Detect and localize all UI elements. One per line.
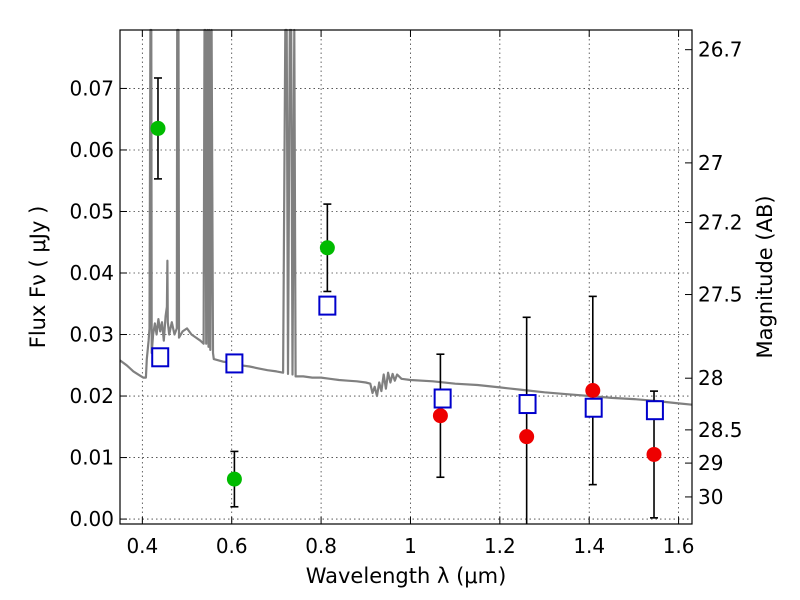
right-axis-title: Magnitude (AB) (753, 195, 777, 358)
x-tick-label: 1.6 (663, 534, 695, 558)
y-axis-title: Flux Fν ( μJy ) (26, 206, 50, 349)
model-photometry-square (225, 353, 244, 374)
y-tick-label: 0.00 (69, 507, 114, 531)
grid (120, 30, 692, 524)
y-tick-label: 0.01 (69, 446, 114, 470)
x-tick-label: 1.2 (484, 534, 516, 558)
model-photometry-square (318, 295, 337, 316)
y-tick-label: 0.07 (69, 76, 114, 100)
x-tick-label: 1 (404, 534, 417, 558)
right-tick-label: 30 (698, 485, 723, 509)
y-tick-label: 0.04 (69, 261, 114, 285)
plot-frame (119, 29, 693, 525)
data-point (150, 120, 166, 136)
data-point (226, 471, 242, 487)
right-tick-label: 27.2 (698, 211, 743, 235)
x-tick-label: 0.4 (126, 534, 158, 558)
data-point (646, 446, 662, 462)
right-tick-label: 28.5 (698, 418, 743, 442)
data-points (150, 77, 664, 524)
data-point (585, 383, 601, 399)
data-point (519, 429, 535, 445)
x-tick-label: 0.8 (305, 534, 337, 558)
model-photometry-square (584, 397, 603, 418)
model-photometry-square (518, 394, 537, 415)
model-photometry-square (151, 347, 170, 368)
x-tick-label: 0.6 (216, 534, 248, 558)
model-photometry-square (645, 400, 664, 421)
right-tick-label: 27 (698, 151, 723, 175)
x-tick-label: 1.4 (573, 534, 605, 558)
right-tick-label: 28 (698, 366, 723, 390)
y-tick-label: 0.06 (69, 138, 114, 162)
model-sed-layer (119, 28, 693, 406)
x-axis-title: Wavelength λ (μm) (306, 564, 507, 588)
data-point (432, 408, 448, 424)
axis-ticks (120, 30, 692, 524)
tick-labels: 0.4 0.6 0.8 1 1.2 1.4 1.6 0.00 0.01 0.02 0.03 0.04 0… (69, 38, 742, 558)
y-tick-label: 0.02 (69, 384, 114, 408)
right-tick-label: 26.7 (698, 38, 743, 62)
right-tick-label: 29 (698, 451, 723, 475)
y-tick-label: 0.03 (69, 323, 114, 347)
model-photometry-square (433, 388, 452, 409)
y-tick-label: 0.05 (69, 199, 114, 223)
model-sed-line (119, 28, 693, 406)
right-tick-label: 27.5 (698, 283, 743, 307)
data-point (319, 240, 335, 256)
